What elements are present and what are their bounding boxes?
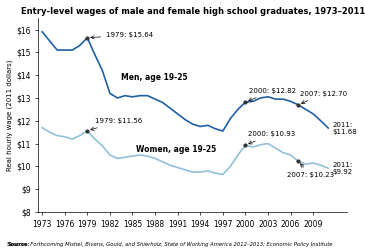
Y-axis label: Real hourly wage (2011 dollars): Real hourly wage (2011 dollars): [7, 59, 14, 171]
Text: 2000: $10.93: 2000: $10.93: [248, 131, 295, 144]
Text: 2011:
$9.92: 2011: $9.92: [332, 162, 352, 175]
Text: 2007: $12.70: 2007: $12.70: [300, 91, 347, 104]
Text: Source:: Source:: [7, 242, 30, 247]
Title: Entry-level wages of male and female high school graduates, 1973–2011: Entry-level wages of male and female hig…: [20, 7, 365, 16]
Text: 2007: $10.23: 2007: $10.23: [287, 164, 334, 178]
Text: Women, age 19-25: Women, age 19-25: [136, 145, 216, 154]
Text: 2000: $12.82: 2000: $12.82: [249, 88, 296, 101]
Text: Source:  Forthcoming Mishel, Bivens, Gould, and Shierholz, State of Working Amer: Source: Forthcoming Mishel, Bivens, Goul…: [7, 242, 333, 247]
Text: Men, age 19-25: Men, age 19-25: [121, 73, 188, 82]
Text: 1979: $11.56: 1979: $11.56: [91, 118, 142, 130]
Text: 1979: $15.64: 1979: $15.64: [91, 32, 153, 39]
Text: 2011:
$11.68: 2011: $11.68: [332, 122, 357, 135]
